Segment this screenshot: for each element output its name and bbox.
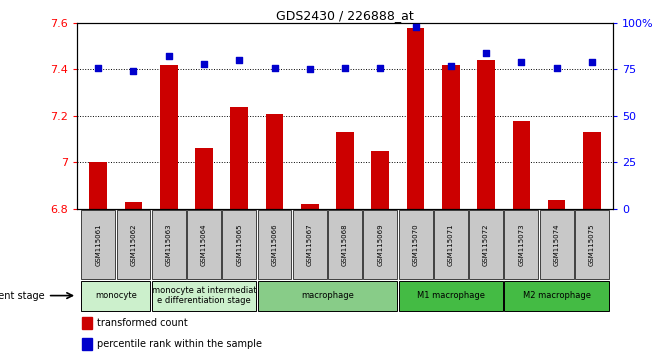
- Text: GSM115071: GSM115071: [448, 223, 454, 266]
- Bar: [513, 121, 530, 209]
- Bar: [160, 65, 178, 209]
- Bar: [230, 107, 248, 209]
- Point: [198, 61, 209, 67]
- Bar: [117, 210, 150, 279]
- Bar: [469, 210, 503, 279]
- Bar: [222, 210, 256, 279]
- Title: GDS2430 / 226888_at: GDS2430 / 226888_at: [276, 9, 414, 22]
- Bar: [187, 210, 221, 279]
- Point: [410, 24, 421, 29]
- Point: [93, 65, 104, 70]
- Bar: [363, 210, 397, 279]
- Text: GSM115066: GSM115066: [271, 223, 277, 266]
- Bar: [82, 338, 92, 350]
- Point: [304, 67, 315, 72]
- Bar: [257, 210, 291, 279]
- Point: [446, 63, 456, 69]
- Point: [269, 65, 280, 70]
- Bar: [548, 200, 565, 209]
- Bar: [407, 28, 424, 209]
- Text: macrophage: macrophage: [301, 291, 354, 300]
- Bar: [301, 204, 319, 209]
- Bar: [266, 114, 283, 209]
- Text: percentile rank within the sample: percentile rank within the sample: [97, 339, 263, 349]
- Point: [128, 69, 139, 74]
- Text: GSM115062: GSM115062: [131, 223, 137, 266]
- Text: GSM115067: GSM115067: [307, 223, 313, 266]
- Bar: [399, 281, 503, 310]
- Text: GSM115068: GSM115068: [342, 223, 348, 266]
- Point: [340, 65, 350, 70]
- Point: [375, 65, 386, 70]
- Bar: [575, 210, 609, 279]
- Text: development stage: development stage: [0, 291, 45, 301]
- Point: [481, 50, 492, 56]
- Bar: [82, 316, 92, 329]
- Text: M1 macrophage: M1 macrophage: [417, 291, 485, 300]
- Text: monocyte: monocyte: [95, 291, 137, 300]
- Text: GSM115070: GSM115070: [413, 223, 419, 266]
- Bar: [81, 210, 115, 279]
- Text: GSM115074: GSM115074: [553, 223, 559, 266]
- Text: GSM115061: GSM115061: [95, 223, 101, 266]
- Bar: [81, 281, 150, 310]
- Point: [234, 57, 245, 63]
- Bar: [505, 281, 609, 310]
- Text: M2 macrophage: M2 macrophage: [523, 291, 591, 300]
- Text: GSM115073: GSM115073: [519, 223, 525, 266]
- Text: transformed count: transformed count: [97, 318, 188, 327]
- Text: monocyte at intermediat
e differentiation stage: monocyte at intermediat e differentiatio…: [151, 286, 257, 305]
- Text: GSM115064: GSM115064: [201, 223, 207, 266]
- Bar: [152, 281, 256, 310]
- Text: GSM115075: GSM115075: [589, 223, 595, 266]
- Point: [551, 65, 562, 70]
- Point: [516, 59, 527, 65]
- Bar: [125, 202, 142, 209]
- Bar: [195, 148, 213, 209]
- Bar: [328, 210, 362, 279]
- Bar: [336, 132, 354, 209]
- Bar: [89, 162, 107, 209]
- Bar: [583, 132, 601, 209]
- Point: [163, 53, 174, 59]
- Text: GSM115065: GSM115065: [237, 223, 243, 266]
- Text: GSM115063: GSM115063: [165, 223, 172, 266]
- Text: GSM115072: GSM115072: [483, 223, 489, 266]
- Bar: [434, 210, 468, 279]
- Bar: [442, 65, 460, 209]
- Bar: [399, 210, 433, 279]
- Bar: [293, 210, 327, 279]
- Bar: [371, 151, 389, 209]
- Bar: [540, 210, 574, 279]
- Text: GSM115069: GSM115069: [377, 223, 383, 266]
- Bar: [477, 60, 495, 209]
- Bar: [505, 210, 538, 279]
- Point: [586, 59, 597, 65]
- Bar: [257, 281, 397, 310]
- Bar: [152, 210, 186, 279]
